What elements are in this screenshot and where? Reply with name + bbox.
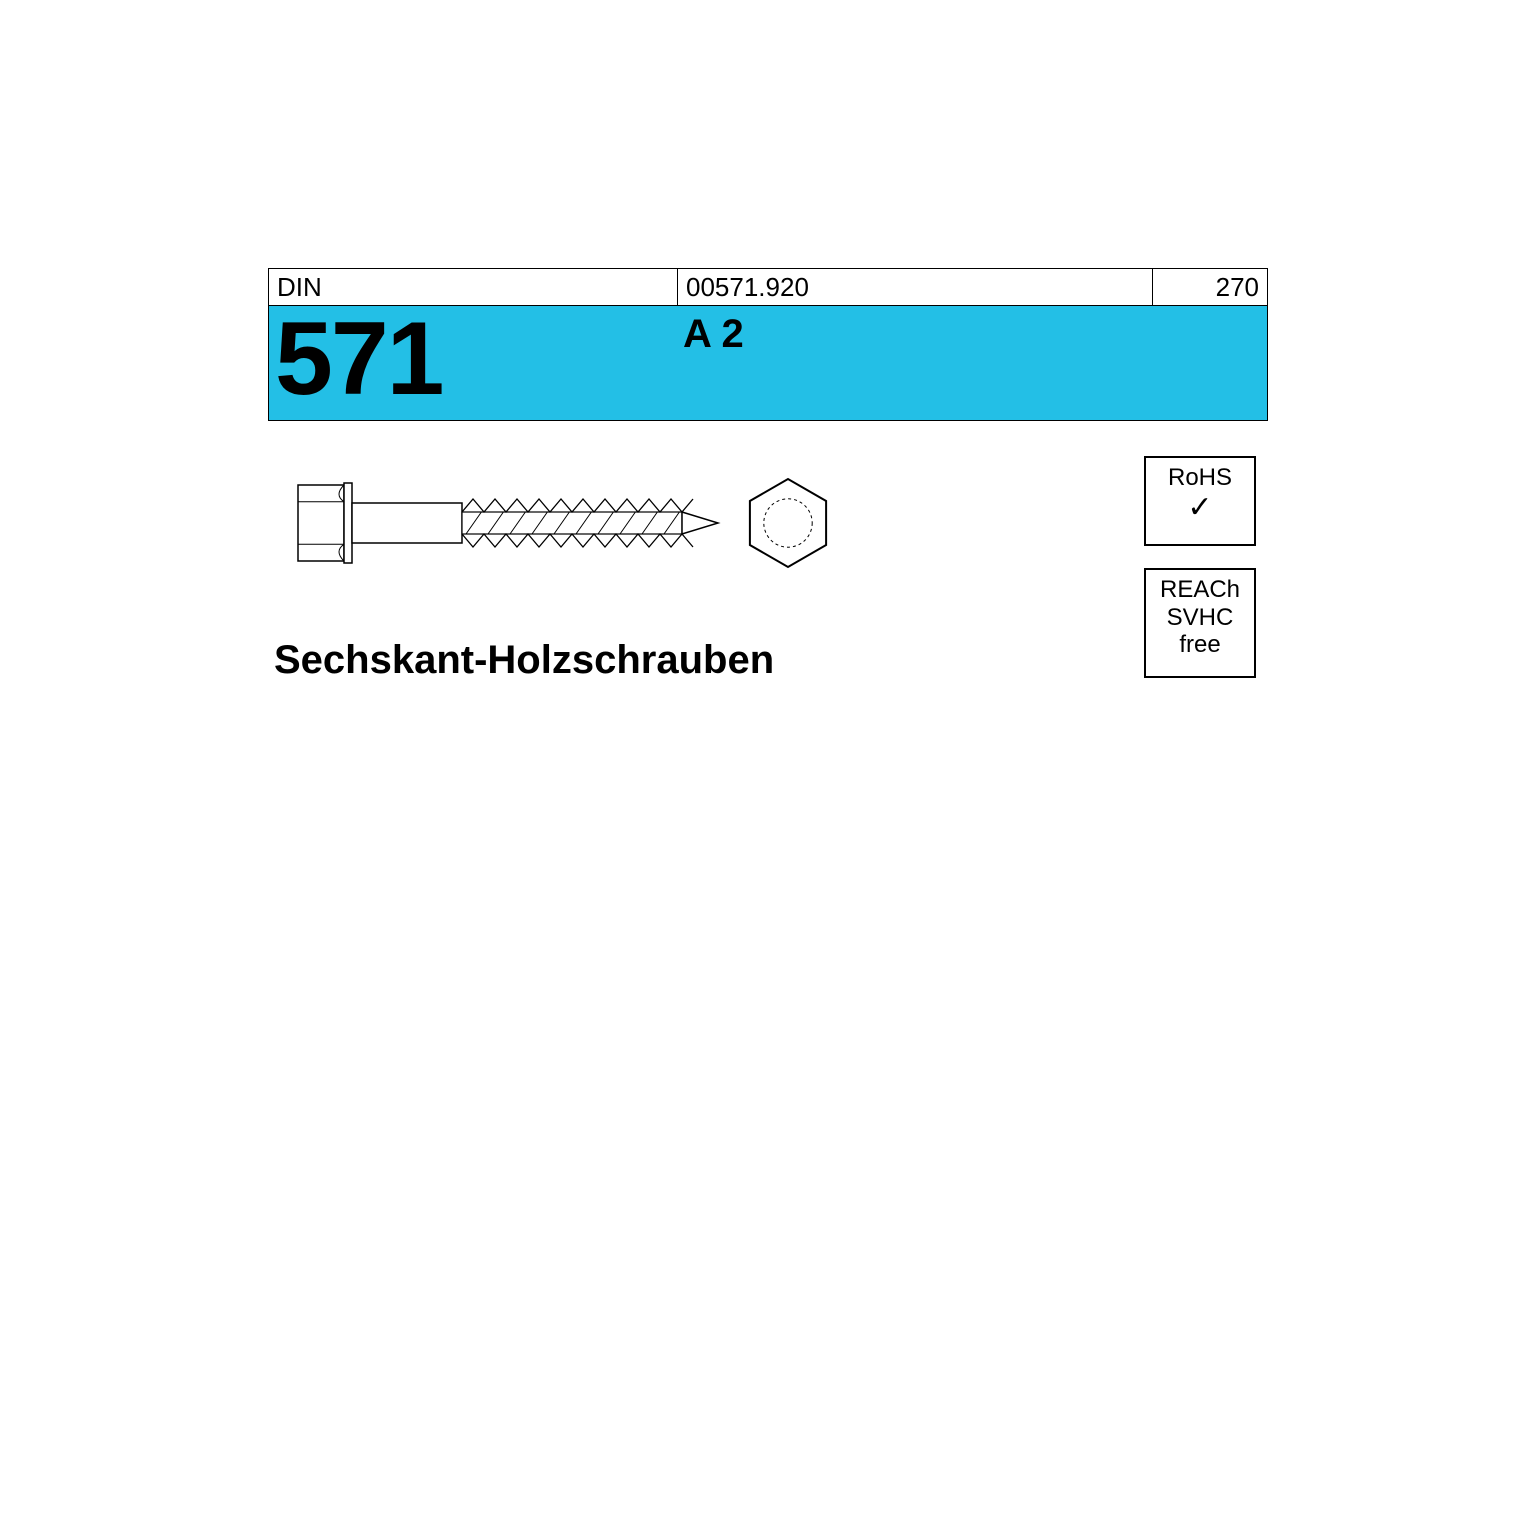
reach-line1: REACh: [1150, 576, 1250, 604]
check-icon: ✓: [1150, 496, 1250, 520]
screw-drawing: [288, 458, 928, 588]
rohs-label: RoHS: [1150, 464, 1250, 492]
reach-badge: REACh SVHC free: [1144, 568, 1256, 678]
article-code: 00571.920: [686, 272, 809, 303]
article-code-cell: 00571.920: [677, 268, 1153, 306]
material-grade: A 2: [683, 312, 744, 357]
std-label: DIN: [277, 272, 322, 303]
rohs-badge: RoHS ✓: [1144, 456, 1256, 546]
header-row-2: 571 A 2: [268, 305, 1268, 421]
page-number-cell: 270: [1152, 268, 1268, 306]
reach-line3: free: [1150, 631, 1250, 659]
reach-line2: SVHC: [1150, 604, 1250, 632]
din-number: 571: [275, 300, 443, 419]
product-name: Sechskant-Holzschrauben: [274, 638, 774, 683]
page-number: 270: [1216, 272, 1259, 303]
